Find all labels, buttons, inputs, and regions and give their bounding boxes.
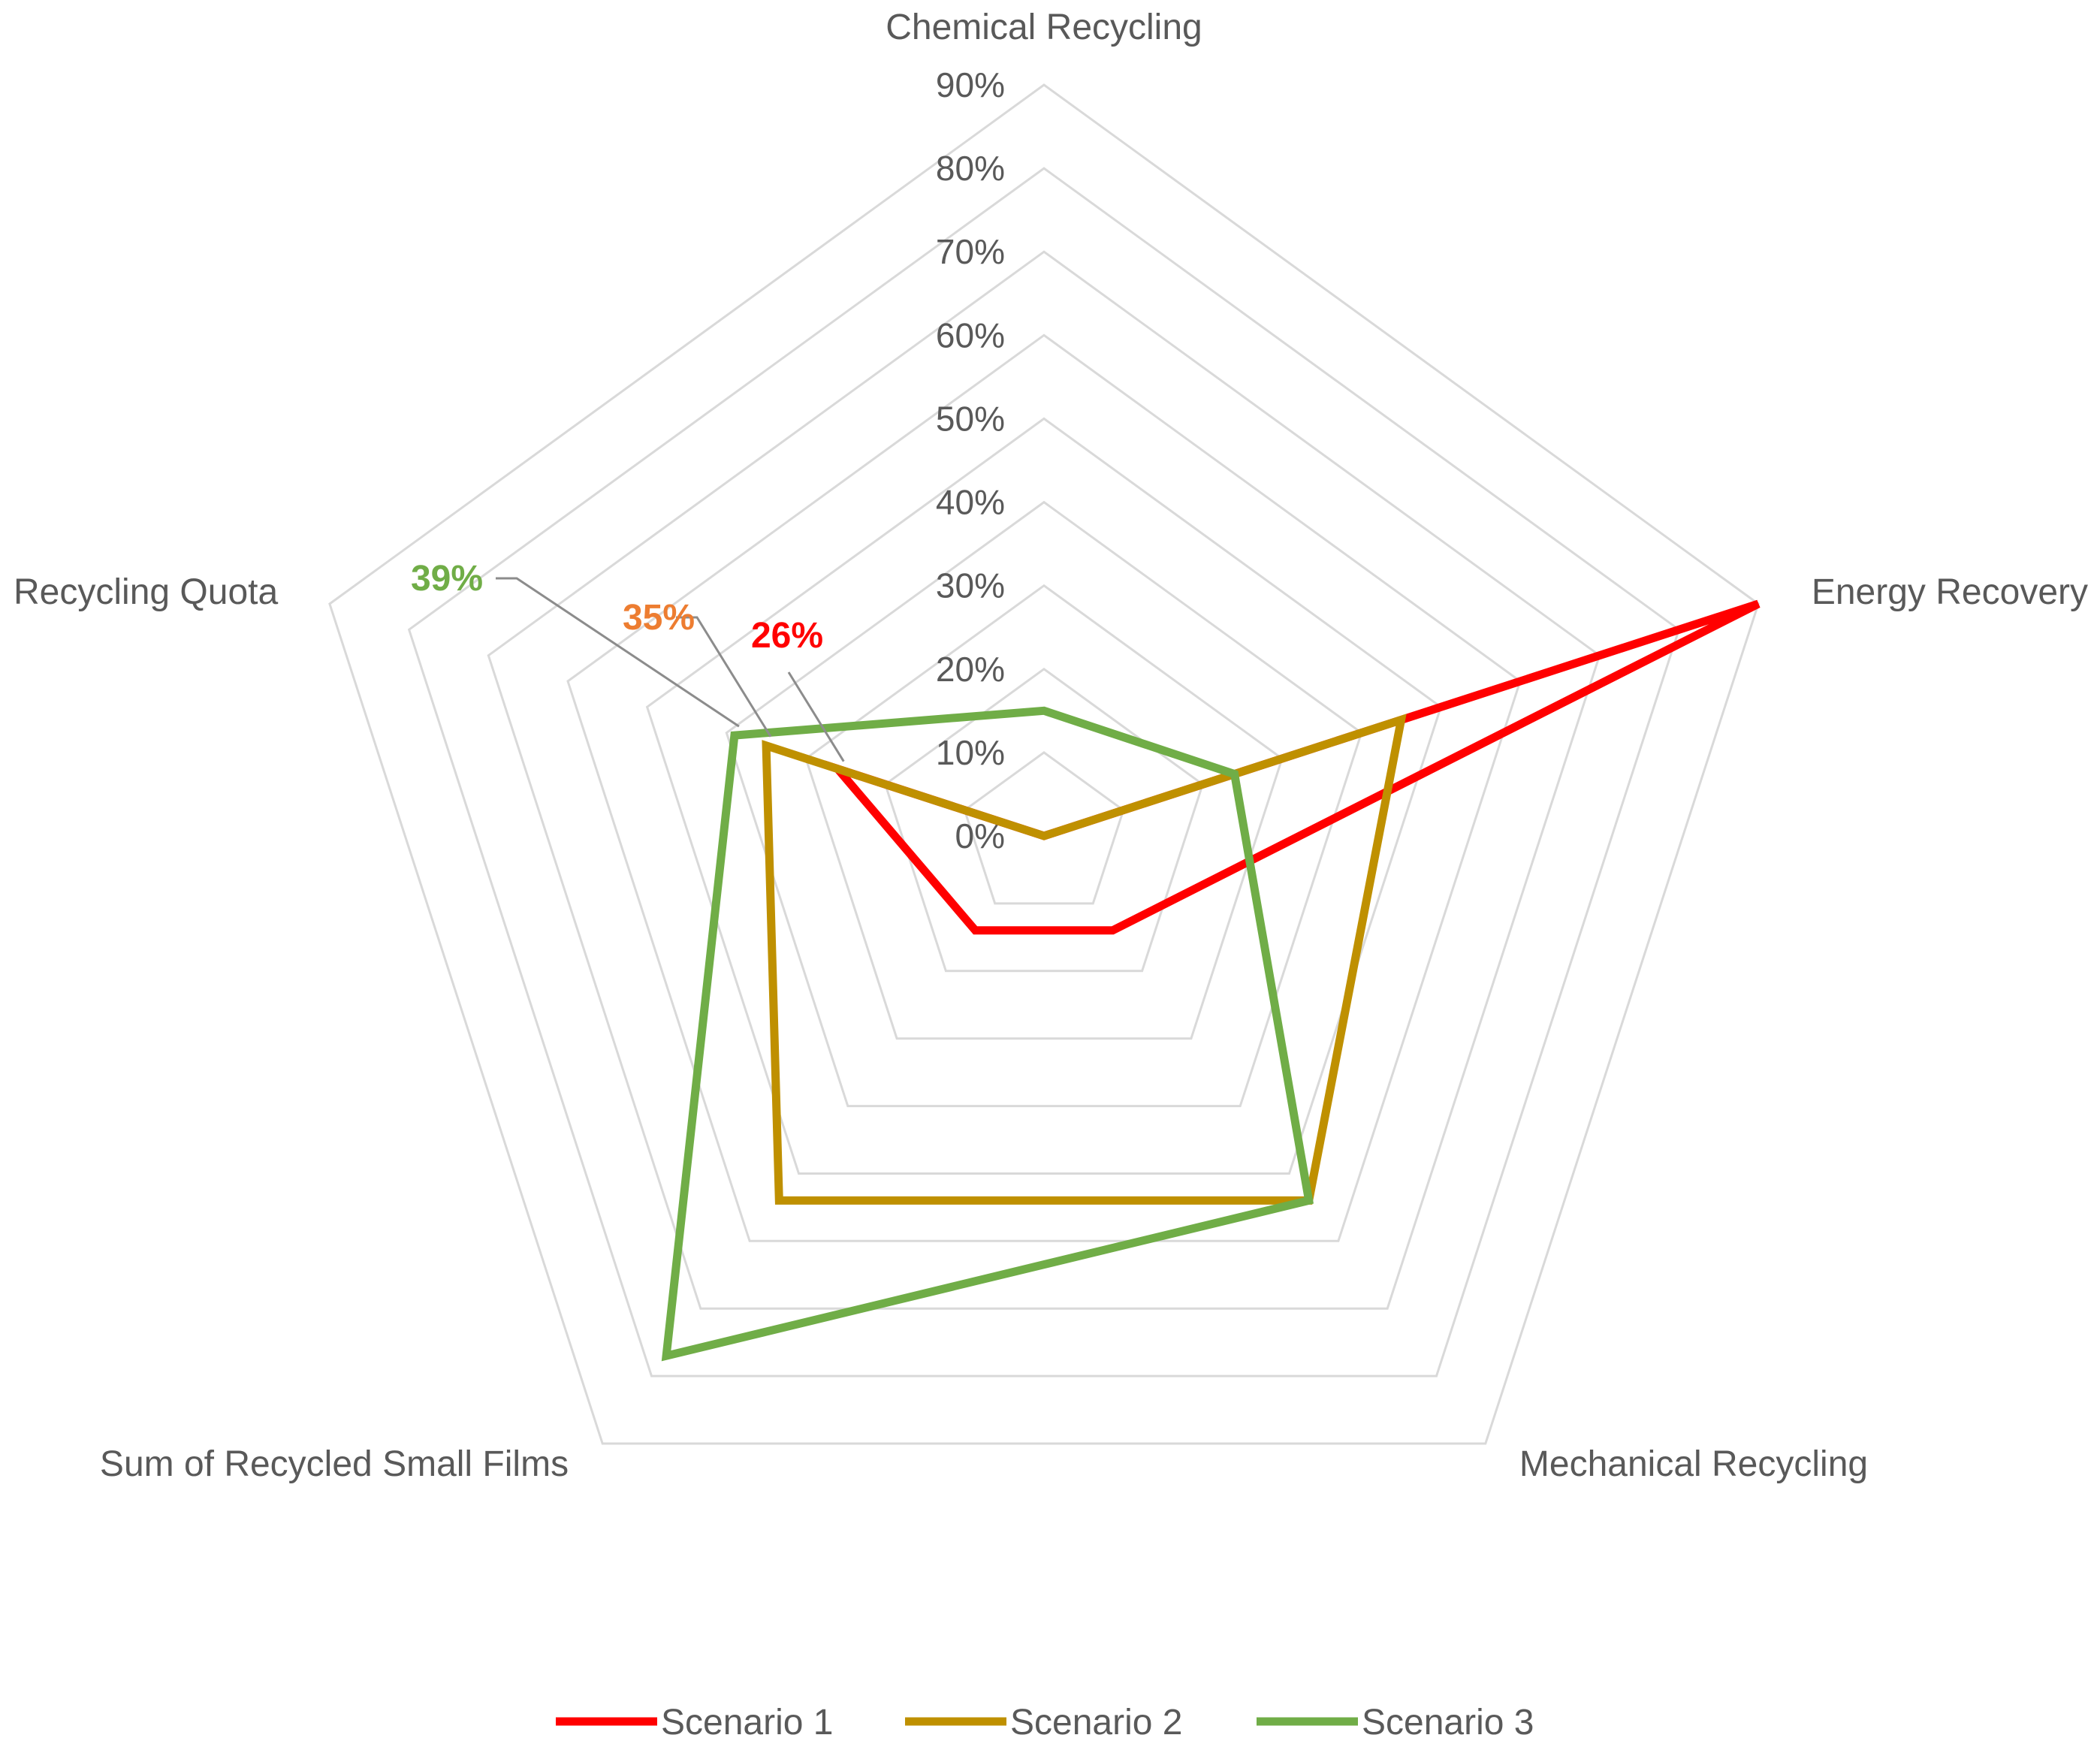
data-label: 39% — [411, 559, 483, 599]
radial-tick-label: 20% — [936, 650, 1005, 689]
data-label: 35% — [623, 598, 695, 638]
radial-tick-label: 90% — [936, 65, 1005, 104]
data-label-leader — [676, 616, 772, 738]
grid-ring — [328, 83, 1760, 1445]
category-label: Sum of Recycled Small Films — [100, 1444, 569, 1484]
category-label: Chemical Recycling — [886, 8, 1202, 47]
data-label-leader — [496, 577, 740, 728]
radial-tick-label: 10% — [936, 733, 1005, 772]
grid-ring — [407, 167, 1681, 1377]
category-labels: Chemical Recycling Energy Recovery Mechani… — [14, 8, 2088, 1484]
series-lines — [661, 599, 1761, 1362]
legend-label: Scenario 3 — [1362, 1703, 1534, 1742]
radial-tick-label: 40% — [936, 483, 1005, 522]
radial-tick-label: 70% — [936, 232, 1005, 271]
series-line — [661, 706, 1314, 1362]
radial-tick-label: 30% — [936, 566, 1005, 605]
data-label-leaders — [496, 577, 845, 762]
radar-grid — [328, 83, 1760, 1445]
grid-ring — [566, 333, 1522, 1242]
radial-tick-label: 50% — [936, 399, 1005, 438]
legend-label: Scenario 2 — [1010, 1703, 1182, 1742]
grid-ring — [725, 500, 1363, 1108]
grid-ring — [963, 751, 1125, 905]
grid-ring — [883, 667, 1205, 973]
grid-ring — [645, 417, 1443, 1175]
data-label: 26% — [751, 616, 823, 656]
series-line — [762, 714, 1407, 1205]
category-label: Recycling Quota — [14, 572, 278, 612]
legend-label: Scenario 1 — [661, 1703, 833, 1742]
category-label: Mechanical Recycling — [1519, 1444, 1868, 1484]
legend: Scenario 1 Scenario 2 Scenario 3 — [556, 1703, 1534, 1742]
radial-tick-label: 80% — [936, 149, 1005, 188]
radial-tick-label: 60% — [936, 315, 1005, 355]
radial-tick-labels: 0%10%20%30%40%50%60%70%80%90% — [936, 65, 1005, 855]
data-label-leader — [787, 671, 845, 762]
category-label: Energy Recovery — [1812, 572, 2088, 612]
grid-ring — [487, 250, 1601, 1310]
data-labels: 26% 35% 39% — [411, 559, 823, 656]
